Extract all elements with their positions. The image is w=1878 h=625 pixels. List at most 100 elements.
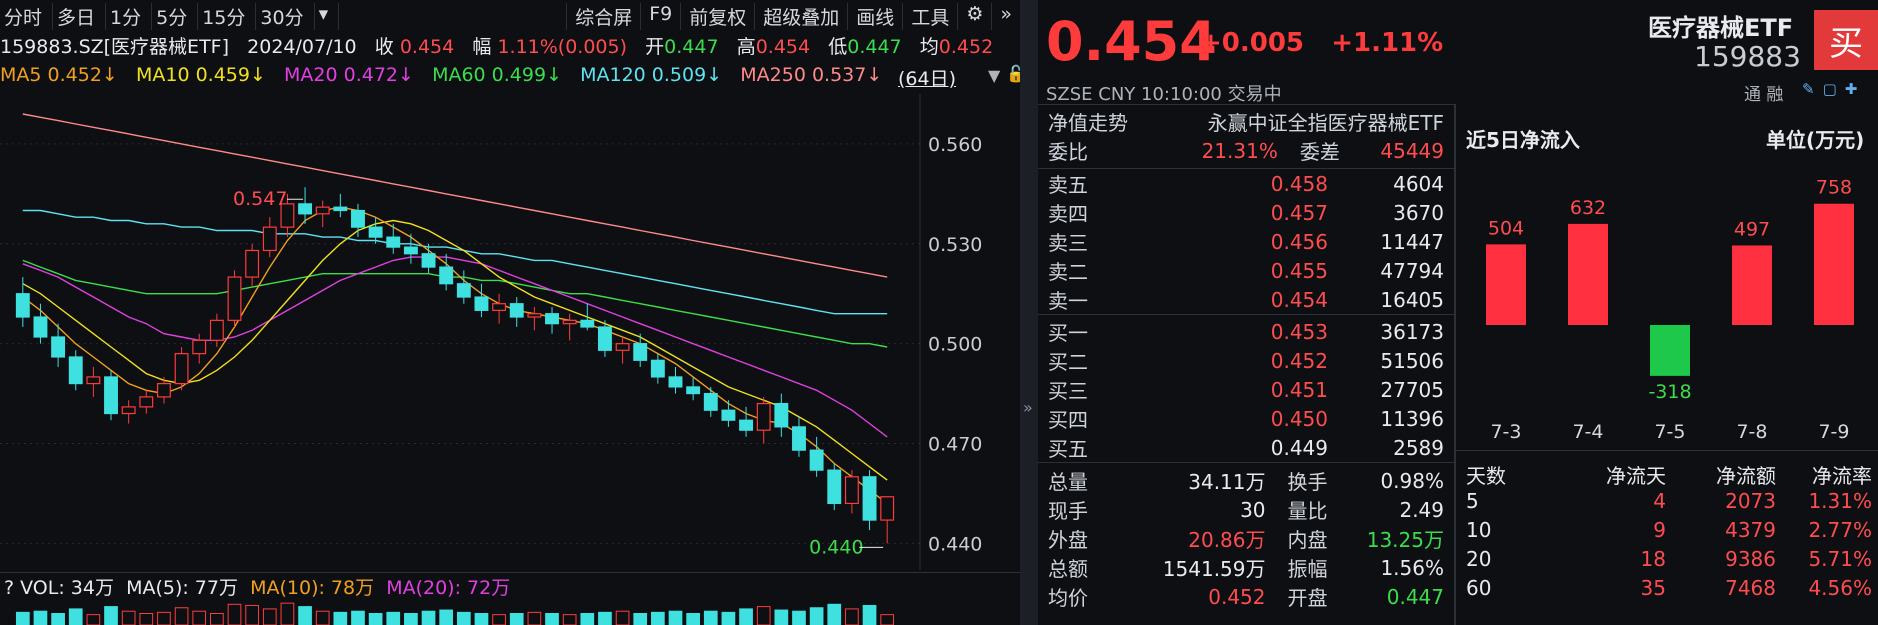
- ask-row[interactable]: 卖四 0.457 3670: [1038, 198, 1454, 227]
- help-icon[interactable]: ?: [4, 577, 15, 599]
- volume-bar: [668, 610, 683, 625]
- ask-row[interactable]: 卖五 0.458 4604: [1038, 169, 1454, 198]
- candle: [527, 313, 542, 318]
- bid-price: 0.452: [1270, 348, 1328, 373]
- volume-bar: [121, 610, 136, 625]
- vol-ma5: MA(5): 77万: [126, 577, 238, 599]
- candle: [280, 203, 295, 228]
- inflow-date-label: 7-9: [1818, 421, 1849, 443]
- ask-row[interactable]: 卖一 0.454 16405: [1038, 285, 1454, 314]
- ask-row[interactable]: 卖三 0.456 11447: [1038, 227, 1454, 256]
- period-toolbar: 分时 多日 1分 5分 15分 30分 ▾ 综合屏 F9 前复权 超级叠加 画线 工具 ⚙»: [0, 0, 1020, 30]
- period-tab-0[interactable]: 分时: [0, 3, 54, 30]
- toolbar-item-3[interactable]: 超级叠加: [754, 3, 847, 30]
- candle: [650, 359, 665, 378]
- volume-bar: [527, 611, 542, 625]
- bid-row[interactable]: 买四 0.450 11396: [1038, 404, 1454, 433]
- candle: [545, 313, 559, 325]
- nav-row[interactable]: 净值走势 永赢中证全指医疗器械ETF: [1038, 107, 1454, 136]
- stat-value: 30: [1240, 497, 1266, 522]
- kline-chart[interactable]: 0.560 0.530 0.500 0.470 0.440 0.547 0.440: [0, 94, 1020, 570]
- stat-value: 0.98%: [1380, 468, 1444, 493]
- tool-icons[interactable]: ✎▢✚: [1802, 80, 1866, 98]
- amp-label: 幅: [472, 36, 492, 58]
- wb-value: 21.31%: [1201, 138, 1278, 163]
- volume-legend: ? VOL: 34万 MA(5): 77万 MA(10): 78万 MA(20)…: [0, 572, 1020, 601]
- ma60-line: [22, 259, 888, 348]
- period-tab-3[interactable]: 5分: [152, 3, 199, 30]
- flow-cell: 2073: [1725, 489, 1776, 513]
- candle: [739, 419, 754, 431]
- margin-badge: 通 融: [1744, 85, 1784, 105]
- ma120-legend: MA120 0.509↓: [580, 64, 723, 86]
- candle: [174, 353, 189, 385]
- flow-col-header: 净流率: [1812, 464, 1872, 488]
- ask-row[interactable]: 卖二 0.455 47794: [1038, 256, 1454, 285]
- bid-price: 0.450: [1270, 406, 1328, 431]
- volume-bar: [474, 613, 489, 625]
- ma-legend: MA5 0.452↓ MA10 0.459↓ MA20 0.472↓ MA60 …: [0, 64, 882, 86]
- period-selector[interactable]: (64日): [898, 68, 957, 90]
- candle: [403, 246, 418, 255]
- period-tab-1[interactable]: 多日: [53, 3, 107, 30]
- flow-cell: 9386: [1725, 547, 1776, 571]
- bid-price: 0.451: [1270, 377, 1328, 402]
- candle: [633, 343, 648, 361]
- wc-label: 委差: [1299, 140, 1340, 164]
- low-marker-label: 0.440: [809, 536, 863, 558]
- price-info-line: 159883.SZ[医疗器械ETF] 2024/07/10 收 0.454 幅 …: [0, 32, 993, 59]
- ask-level-label: 卖五: [1048, 173, 1088, 197]
- bid-row[interactable]: 买五 0.449 2589: [1038, 433, 1454, 462]
- buy-button[interactable]: 买: [1814, 10, 1878, 70]
- candle: [509, 303, 524, 318]
- volume-bar: [139, 613, 154, 625]
- sep: [1038, 104, 1454, 105]
- toolbar-item-6[interactable]: ⚙: [957, 3, 991, 30]
- toolbar-item-1[interactable]: F9: [640, 3, 680, 30]
- bid-row[interactable]: 买三 0.451 27705: [1038, 375, 1454, 404]
- toolbar-item-0[interactable]: 综合屏: [566, 3, 640, 30]
- stat-label: 内盘: [1287, 528, 1328, 552]
- candle: [615, 343, 630, 351]
- stat-value: 2.49: [1399, 497, 1444, 522]
- toolbar-item-2[interactable]: 前复权: [680, 3, 754, 30]
- period-tab-6[interactable]: ▾: [315, 3, 340, 30]
- inflow-bar: [1486, 244, 1526, 325]
- toolbar-item-7[interactable]: »: [991, 3, 1020, 30]
- close-label: 收: [374, 36, 394, 58]
- collapse-icon[interactable]: »: [1023, 398, 1033, 417]
- security-code-big: 159883: [1694, 40, 1801, 73]
- period-tab-2[interactable]: 1分: [106, 3, 153, 30]
- bid-row[interactable]: 买一 0.453 36173: [1038, 317, 1454, 346]
- stat-label: 外盘: [1048, 528, 1088, 552]
- period-tab-5[interactable]: 30分: [256, 3, 315, 30]
- stat-row: 现手 30 量比 2.49: [1038, 495, 1454, 524]
- inflow-date-label: 7-8: [1736, 421, 1767, 443]
- ask-level-label: 卖三: [1048, 231, 1088, 255]
- inflow-bar: [1650, 325, 1690, 376]
- ask-price: 0.457: [1270, 200, 1328, 225]
- flow-cell: 2.77%: [1808, 518, 1872, 542]
- toolbar-item-5[interactable]: 工具: [902, 3, 957, 30]
- dropdown-icon[interactable]: ▼: [988, 66, 1001, 85]
- open-value: 0.447: [664, 36, 719, 58]
- ask-price: 0.454: [1270, 287, 1328, 312]
- flow-cell: 4.56%: [1808, 576, 1872, 600]
- period-tab-4[interactable]: 15分: [198, 3, 257, 30]
- ask-level-label: 卖二: [1048, 260, 1088, 284]
- volume-bar: [386, 611, 401, 625]
- volume-bar: [262, 608, 277, 625]
- change-pct: +1.11%: [1331, 28, 1444, 58]
- volume-bar: [298, 606, 312, 625]
- toolbar-item-4[interactable]: 画线: [847, 3, 902, 30]
- bid-price: 0.453: [1270, 319, 1328, 344]
- flow-cell: 18: [1640, 547, 1666, 571]
- bid-row[interactable]: 买二 0.452 51506: [1038, 346, 1454, 375]
- ask-level-label: 卖四: [1048, 202, 1088, 226]
- volume-bar: [492, 614, 506, 625]
- candle: [703, 392, 718, 411]
- ask-price: 0.456: [1270, 229, 1328, 254]
- y-tick-label: 0.440: [928, 533, 982, 555]
- panel-divider[interactable]: »: [1020, 0, 1038, 625]
- vol-ma10: MA(10): 78万: [250, 577, 375, 599]
